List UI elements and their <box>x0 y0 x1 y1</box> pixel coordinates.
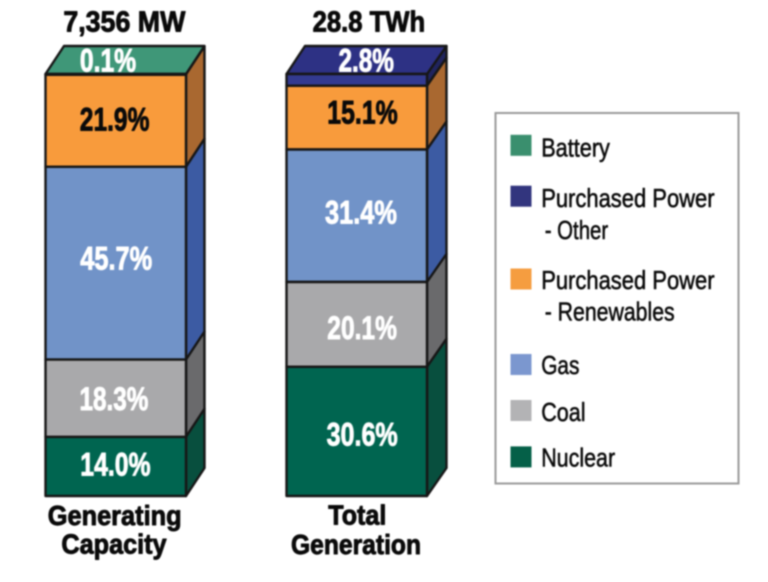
svg-text:Generation: Generation <box>291 529 421 560</box>
svg-text:45.7%: 45.7% <box>80 241 152 277</box>
svg-text:Coal: Coal <box>541 397 585 427</box>
svg-text:- Renewables: - Renewables <box>545 297 675 327</box>
svg-text:7,356 MW: 7,356 MW <box>63 6 186 38</box>
svg-text:Purchased Power: Purchased Power <box>541 183 715 213</box>
svg-text:Nuclear: Nuclear <box>541 442 615 472</box>
svg-text:Capacity: Capacity <box>61 529 167 560</box>
svg-text:2.8%: 2.8% <box>338 43 394 79</box>
svg-text:0.1%: 0.1% <box>80 42 136 78</box>
svg-text:21.9%: 21.9% <box>80 102 150 138</box>
svg-text:- Other: - Other <box>545 215 609 245</box>
svg-text:30.6%: 30.6% <box>327 417 398 453</box>
svg-text:18.3%: 18.3% <box>80 381 149 417</box>
svg-text:28.8 TWh: 28.8 TWh <box>313 6 426 38</box>
svg-text:Total: Total <box>328 499 386 530</box>
svg-text:Purchased Power: Purchased Power <box>541 265 715 295</box>
svg-text:Generating: Generating <box>48 500 182 531</box>
svg-text:14.0%: 14.0% <box>80 447 150 483</box>
svg-text:20.1%: 20.1% <box>327 310 397 346</box>
svg-text:Gas: Gas <box>541 350 579 380</box>
svg-text:31.4%: 31.4% <box>325 195 397 231</box>
svg-text:15.1%: 15.1% <box>327 95 397 131</box>
svg-text:Battery: Battery <box>541 133 610 163</box>
